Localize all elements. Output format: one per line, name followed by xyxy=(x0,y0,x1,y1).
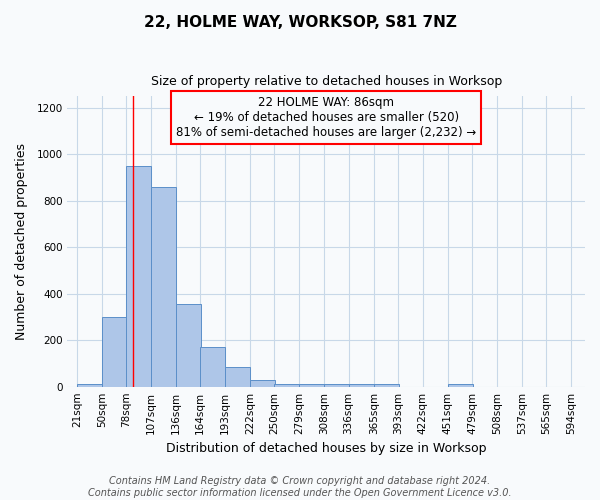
Bar xyxy=(102,317,127,386)
Bar xyxy=(325,384,350,386)
Text: Contains HM Land Registry data © Crown copyright and database right 2024.
Contai: Contains HM Land Registry data © Crown c… xyxy=(88,476,512,498)
Title: Size of property relative to detached houses in Worksop: Size of property relative to detached ho… xyxy=(151,75,502,88)
X-axis label: Distribution of detached houses by size in Worksop: Distribution of detached houses by size … xyxy=(166,442,487,455)
Bar xyxy=(151,187,176,386)
Bar xyxy=(126,166,151,386)
Bar xyxy=(176,304,201,386)
Bar xyxy=(274,384,299,386)
Y-axis label: Number of detached properties: Number of detached properties xyxy=(15,143,28,340)
Bar xyxy=(374,384,398,386)
Bar xyxy=(77,384,102,386)
Text: 22 HOLME WAY: 86sqm
← 19% of detached houses are smaller (520)
81% of semi-detac: 22 HOLME WAY: 86sqm ← 19% of detached ho… xyxy=(176,96,476,139)
Bar xyxy=(225,367,250,386)
Bar xyxy=(250,380,275,386)
Bar xyxy=(349,384,374,386)
Bar xyxy=(200,347,225,387)
Text: 22, HOLME WAY, WORKSOP, S81 7NZ: 22, HOLME WAY, WORKSOP, S81 7NZ xyxy=(143,15,457,30)
Bar xyxy=(448,384,473,386)
Bar xyxy=(299,384,325,386)
